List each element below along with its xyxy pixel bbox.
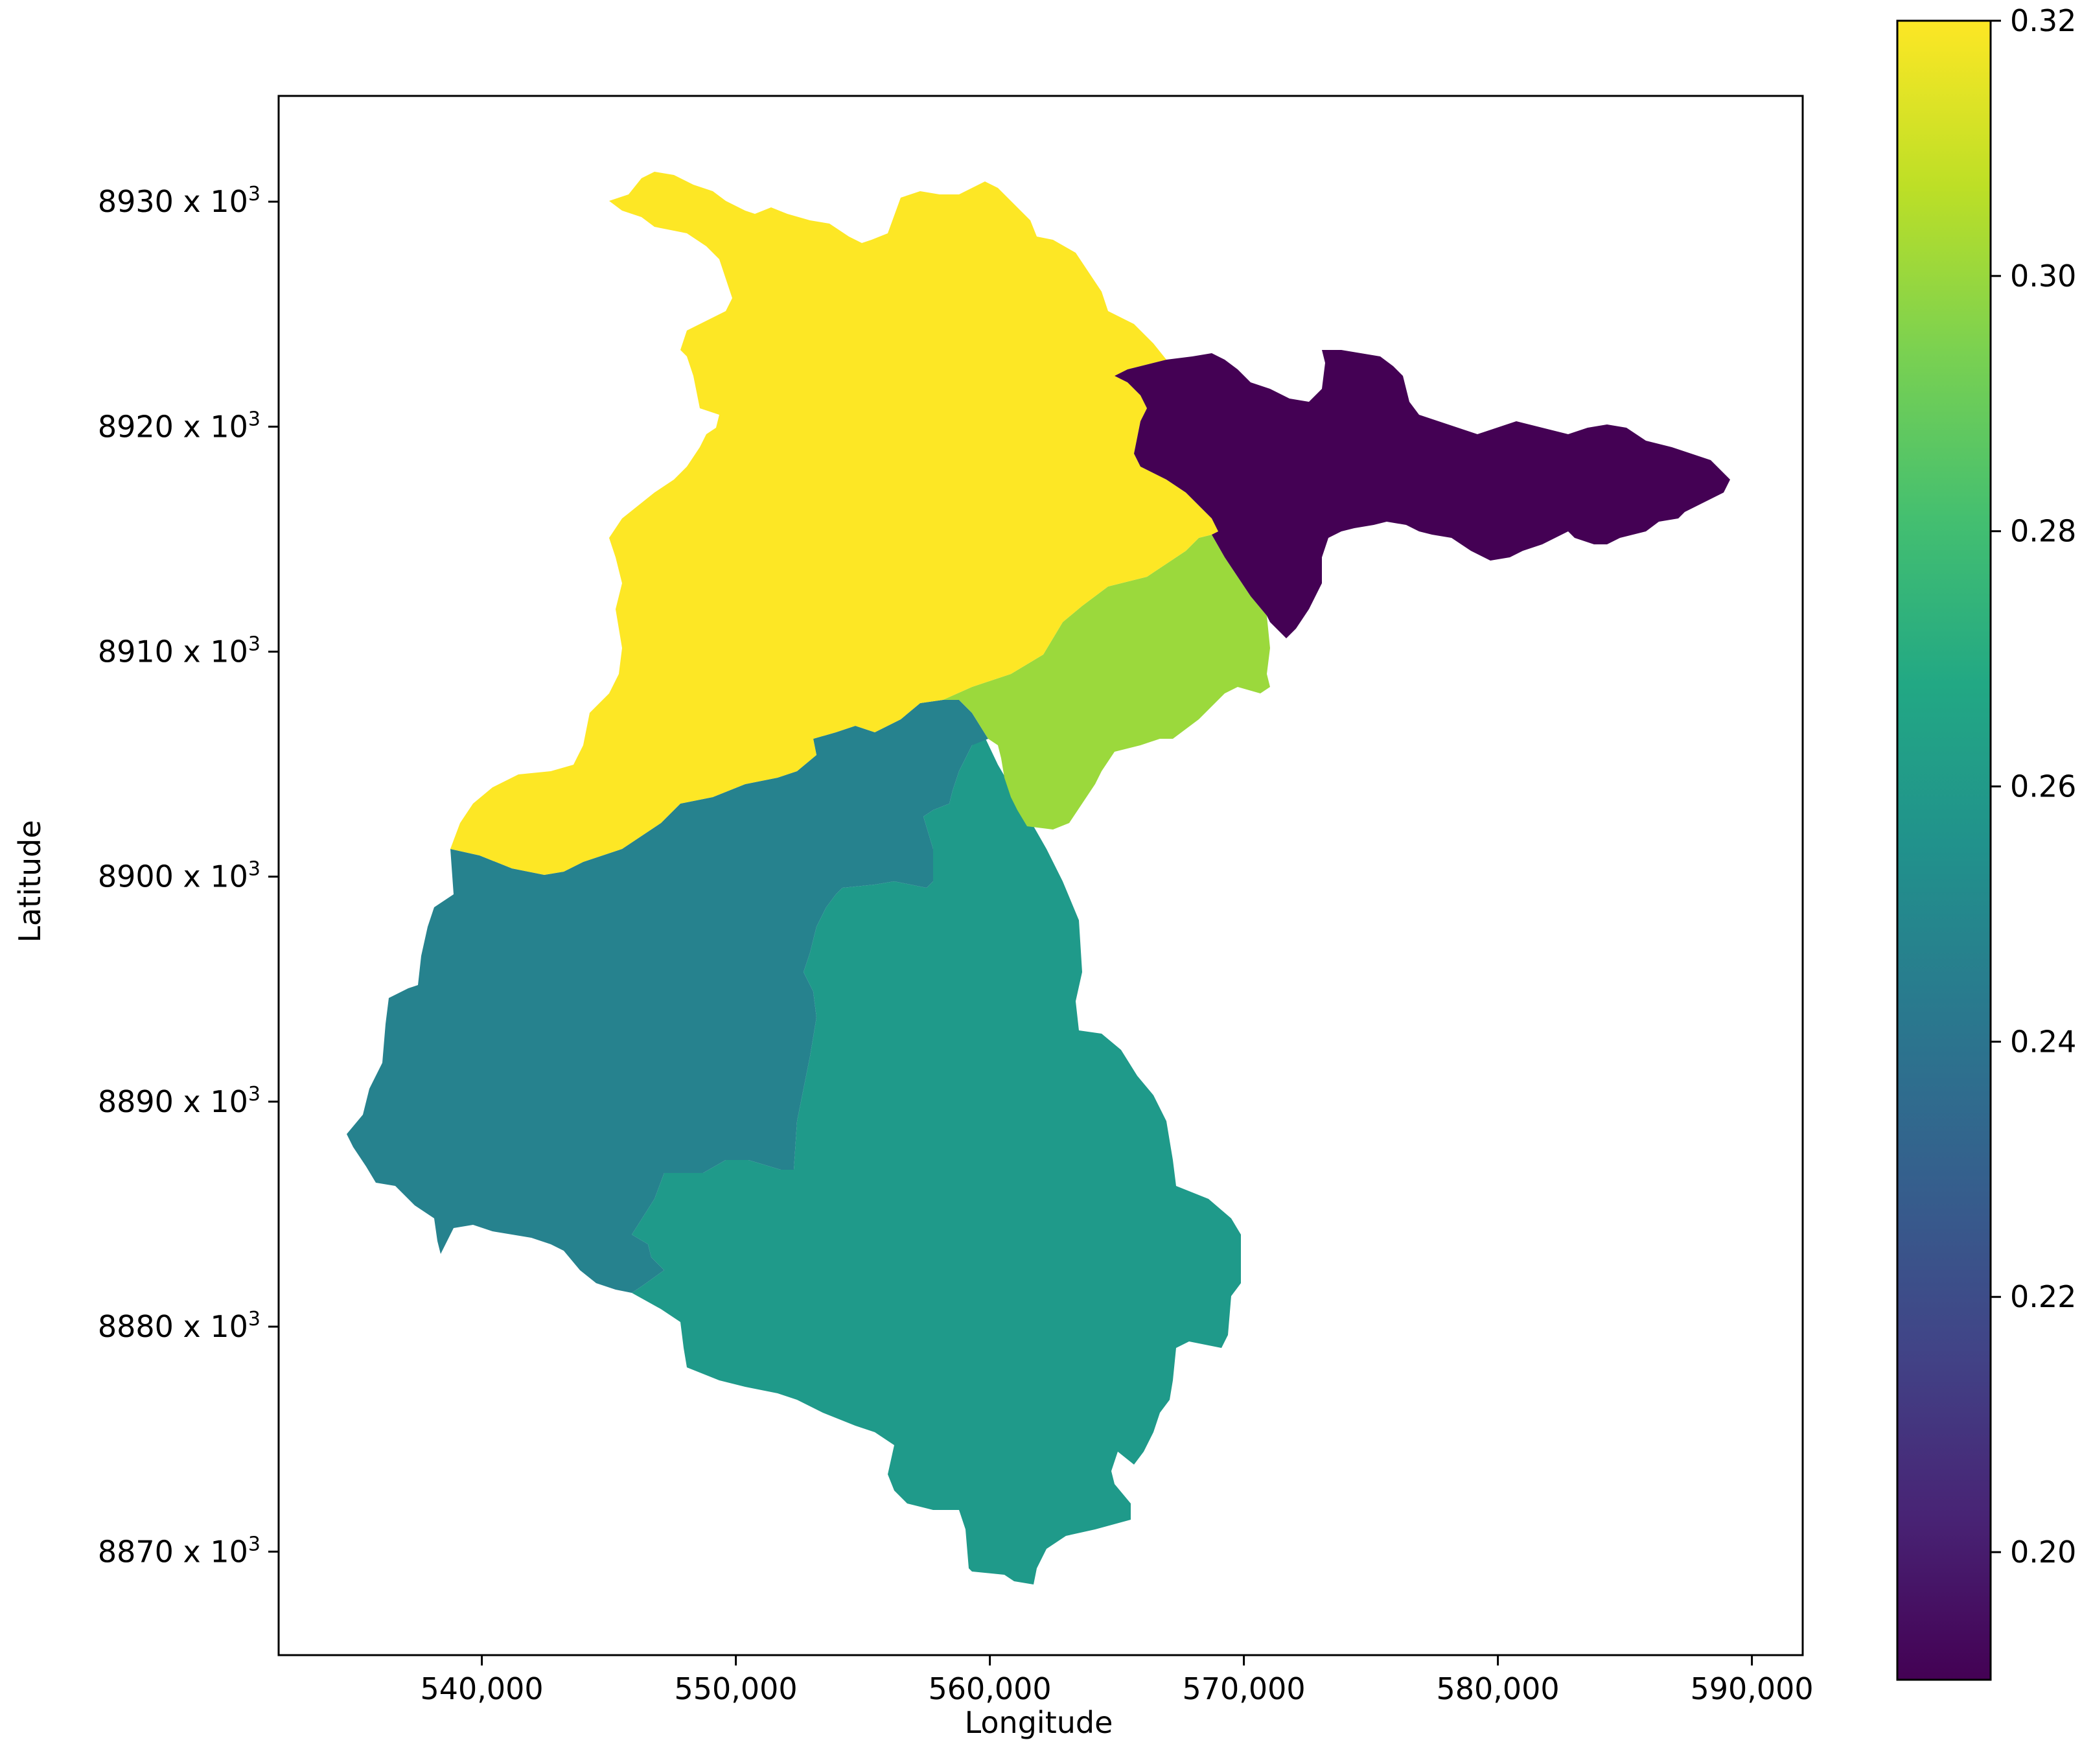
x-tick-label: 570,000 (1182, 1671, 1305, 1706)
colorbar-ticks: 0.20 0.22 0.24 0.26 0.28 0.30 0.32 (1991, 3, 2076, 1570)
x-tick-label: 550,000 (674, 1671, 797, 1706)
x-tick-label: 580,000 (1436, 1671, 1559, 1706)
region-south (632, 737, 1241, 1584)
y-tick-label: 8910 x 103 (98, 633, 260, 669)
x-tick-label: 540,000 (420, 1671, 543, 1706)
plot-area (277, 95, 1804, 1656)
region-northeast (1115, 350, 1730, 638)
y-tick-label: 8890 x 103 (98, 1083, 260, 1119)
x-axis: 540,000 550,000 560,000 570,000 580,000 590,0… (420, 1655, 1814, 1706)
y-axis-title: Latitude (12, 820, 47, 942)
colorbar-tick-label: 0.22 (2010, 1279, 2076, 1314)
y-tick-label: 8880 x 103 (98, 1308, 260, 1344)
colorbar-tick-label: 0.20 (2010, 1535, 2076, 1570)
colorbar: 0.20 0.22 0.24 0.26 0.28 0.30 0.32 (1896, 3, 2076, 1681)
y-tick-label: 8930 x 103 (98, 183, 260, 219)
colorbar-tick-label: 0.32 (2010, 3, 2076, 38)
region-north (450, 172, 1218, 875)
colorbar-tick-label: 0.26 (2010, 769, 2076, 804)
x-tick-label: 560,000 (928, 1671, 1051, 1706)
region-west (347, 700, 988, 1293)
x-axis-title: Longitude (965, 1705, 1113, 1740)
y-tick-label: 8870 x 103 (98, 1533, 260, 1569)
region-central-east (943, 535, 1270, 830)
y-tick-label: 8920 x 103 (98, 408, 260, 444)
y-tick-label: 8900 x 103 (98, 858, 260, 894)
colorbar-gradient (1896, 19, 1992, 1681)
colorbar-tick-label: 0.28 (2010, 514, 2076, 549)
y-axis: 8930 x 103 8920 x 103 8910 x 103 8900 x 103… (98, 183, 279, 1569)
colorbar-tick-label: 0.30 (2010, 259, 2076, 294)
colorbar-tick-label: 0.24 (2010, 1024, 2076, 1059)
x-tick-label: 590,000 (1690, 1671, 1813, 1706)
plot-frame (277, 95, 1804, 1656)
